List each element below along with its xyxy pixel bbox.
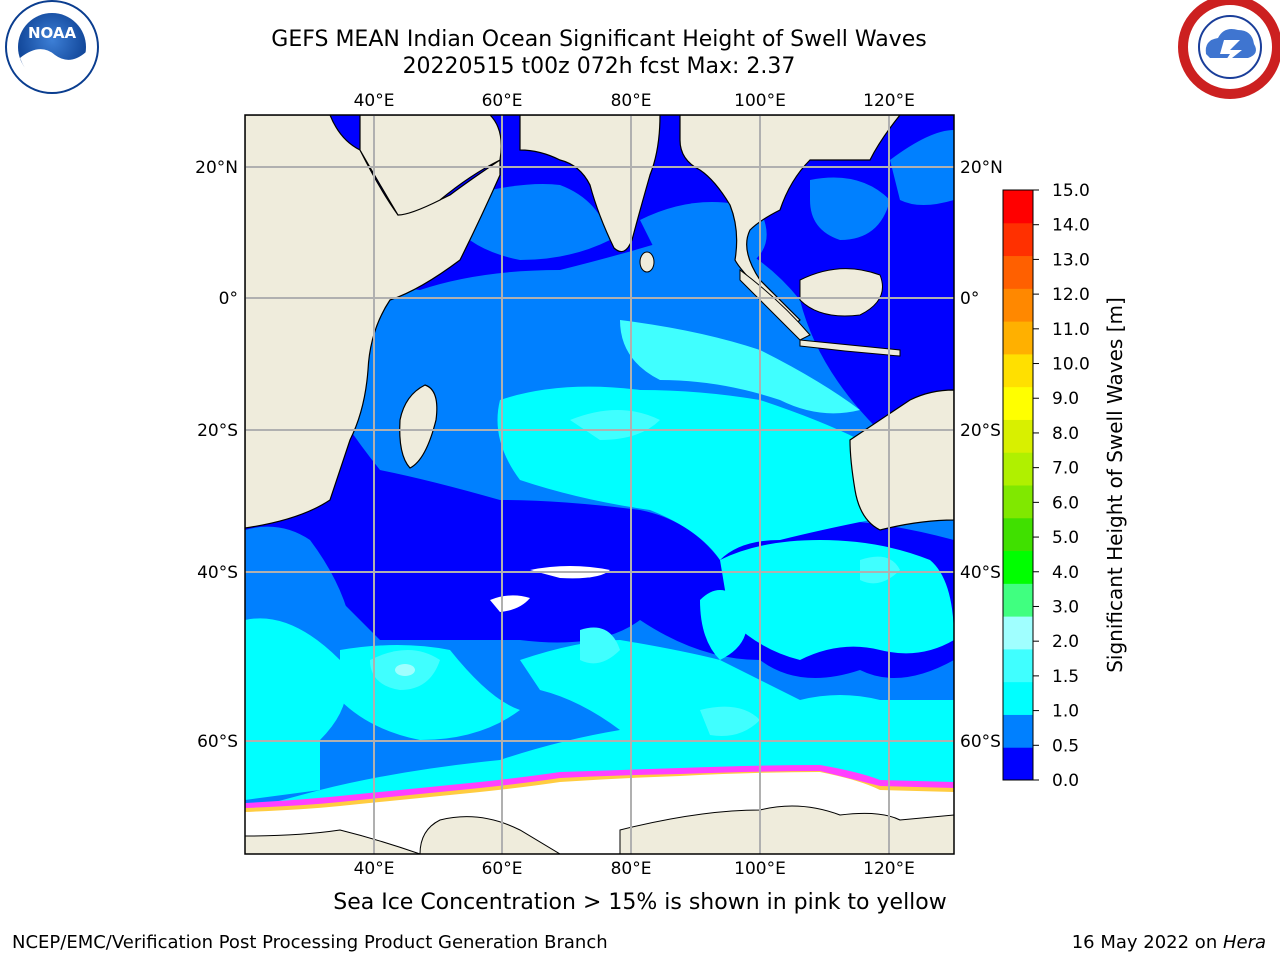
colorbar-tick-label: 3.0 bbox=[1052, 597, 1079, 617]
lat-tick-label: 20°S bbox=[960, 421, 1001, 441]
lat-tick-label: 20°S bbox=[197, 421, 238, 441]
colorbar-tick-label: 7.0 bbox=[1052, 459, 1079, 479]
lat-ticks-right: 20°N 0° 20°S 40°S 60°S bbox=[960, 158, 1003, 752]
colorbar-swatch bbox=[1003, 485, 1033, 519]
lon-tick-label: 80°E bbox=[611, 91, 652, 111]
colorbar-tick-label: 10.0 bbox=[1052, 355, 1090, 375]
colorbar-swatch bbox=[1003, 190, 1033, 224]
colorbar-swatch bbox=[1003, 288, 1033, 322]
lat-tick-label: 60°S bbox=[197, 732, 238, 752]
colorbar bbox=[1002, 189, 1034, 781]
colorbar-tick-label: 1.5 bbox=[1052, 667, 1079, 687]
colorbar-swatch bbox=[1003, 616, 1033, 650]
lon-ticks-top: 40°E 60°E 80°E 100°E 120°E bbox=[354, 91, 915, 111]
noaa-logo-text: NOAA bbox=[28, 24, 77, 42]
colorbar-swatch bbox=[1003, 419, 1033, 453]
colorbar-tick-label: 15.0 bbox=[1052, 181, 1090, 201]
noaa-logo: NOAA bbox=[5, 0, 99, 94]
lon-ticks-bottom: 40°E 60°E 80°E 100°E 120°E bbox=[354, 859, 915, 879]
colorbar-tick-label: 0.5 bbox=[1052, 736, 1079, 756]
sea-ice-caption: Sea Ice Concentration > 15% is shown in … bbox=[333, 890, 947, 915]
lon-tick-label: 100°E bbox=[734, 859, 786, 879]
colorbar-tick-label: 12.0 bbox=[1052, 285, 1090, 305]
colorbar-swatch bbox=[1003, 714, 1033, 748]
land-india bbox=[519, 115, 661, 253]
lat-ticks-left: 20°N 0° 20°S 40°S 60°S bbox=[195, 158, 238, 752]
colorbar-tick-label: 6.0 bbox=[1052, 493, 1079, 513]
lon-tick-label: 120°E bbox=[863, 91, 915, 111]
nws-logo bbox=[1178, 0, 1280, 99]
colorbar-swatch bbox=[1003, 353, 1033, 388]
chart-title: GEFS MEAN Indian Ocean Significant Heigh… bbox=[271, 27, 927, 52]
colorbar-swatch bbox=[1003, 321, 1033, 355]
colorbar-swatch bbox=[1003, 255, 1033, 289]
colorbar-frame bbox=[1002, 189, 1034, 781]
colorbar-tick-label: 1.0 bbox=[1052, 702, 1079, 722]
colorbar-tick-label: 8.0 bbox=[1052, 424, 1079, 444]
lon-tick-label: 80°E bbox=[611, 859, 652, 879]
map-area bbox=[245, 115, 954, 854]
lat-tick-label: 40°S bbox=[960, 563, 1001, 583]
lon-tick-label: 60°E bbox=[482, 91, 523, 111]
footer-date: 16 May 2022 on Hera bbox=[1072, 932, 1266, 953]
land-australia bbox=[849, 389, 954, 531]
lon-tick-label: 120°E bbox=[863, 859, 915, 879]
lon-tick-label: 40°E bbox=[354, 91, 395, 111]
lat-tick-label: 60°S bbox=[960, 732, 1001, 752]
colorbar-swatch bbox=[1003, 452, 1033, 486]
colorbar-tick-label: 11.0 bbox=[1052, 320, 1090, 340]
colorbar-swatch bbox=[1003, 681, 1033, 715]
colorbar-tick-label: 5.0 bbox=[1052, 528, 1079, 548]
lon-tick-label: 100°E bbox=[734, 91, 786, 111]
colorbar-swatch bbox=[1003, 648, 1033, 683]
colorbar-swatch bbox=[1003, 222, 1033, 257]
lat-tick-label: 40°S bbox=[197, 563, 238, 583]
map-frame bbox=[244, 114, 955, 855]
lat-tick-label: 0° bbox=[219, 289, 238, 309]
land-africa bbox=[245, 115, 501, 529]
colorbar-swatch bbox=[1003, 747, 1033, 781]
land-madagascar bbox=[399, 384, 438, 469]
footer-host: Hera bbox=[1222, 932, 1266, 953]
footer-credit: NCEP/EMC/Verification Post Processing Pr… bbox=[12, 932, 608, 953]
colorbar-tick-label: 2.0 bbox=[1052, 632, 1079, 652]
chart-subtitle: 20220515 t00z 072h fcst Max: 2.37 bbox=[402, 54, 796, 79]
colorbar-swatch bbox=[1003, 386, 1033, 420]
lat-tick-label: 20°N bbox=[195, 158, 238, 178]
colorbar-swatch bbox=[1003, 517, 1033, 552]
colorbar-swatch bbox=[1003, 550, 1033, 584]
lon-tick-label: 40°E bbox=[354, 859, 395, 879]
colorbar-tick-label: 9.0 bbox=[1052, 389, 1079, 409]
gridlines bbox=[245, 115, 954, 854]
footer-date-text: 16 May 2022 on bbox=[1071, 932, 1223, 953]
swell-band-2-0 bbox=[395, 664, 415, 676]
colorbar-label: Significant Height of Swell Waves [m] bbox=[1103, 297, 1127, 673]
lat-tick-label: 0° bbox=[960, 289, 979, 309]
colorbar-tick-label: 0.0 bbox=[1052, 771, 1079, 791]
colorbar-tick-label: 14.0 bbox=[1052, 216, 1090, 236]
colorbar-tick-label: 4.0 bbox=[1052, 563, 1079, 583]
colorbar-swatch bbox=[1003, 583, 1033, 617]
colorbar-ticks: 15.0 14.0 13.0 12.0 11.0 10.0 9.0 8.0 7.0 6.0 5.0 4… bbox=[1033, 181, 1090, 791]
colorbar-tick-label: 13.0 bbox=[1052, 250, 1090, 270]
lat-tick-label: 20°N bbox=[960, 158, 1003, 178]
lon-tick-label: 60°E bbox=[482, 859, 523, 879]
